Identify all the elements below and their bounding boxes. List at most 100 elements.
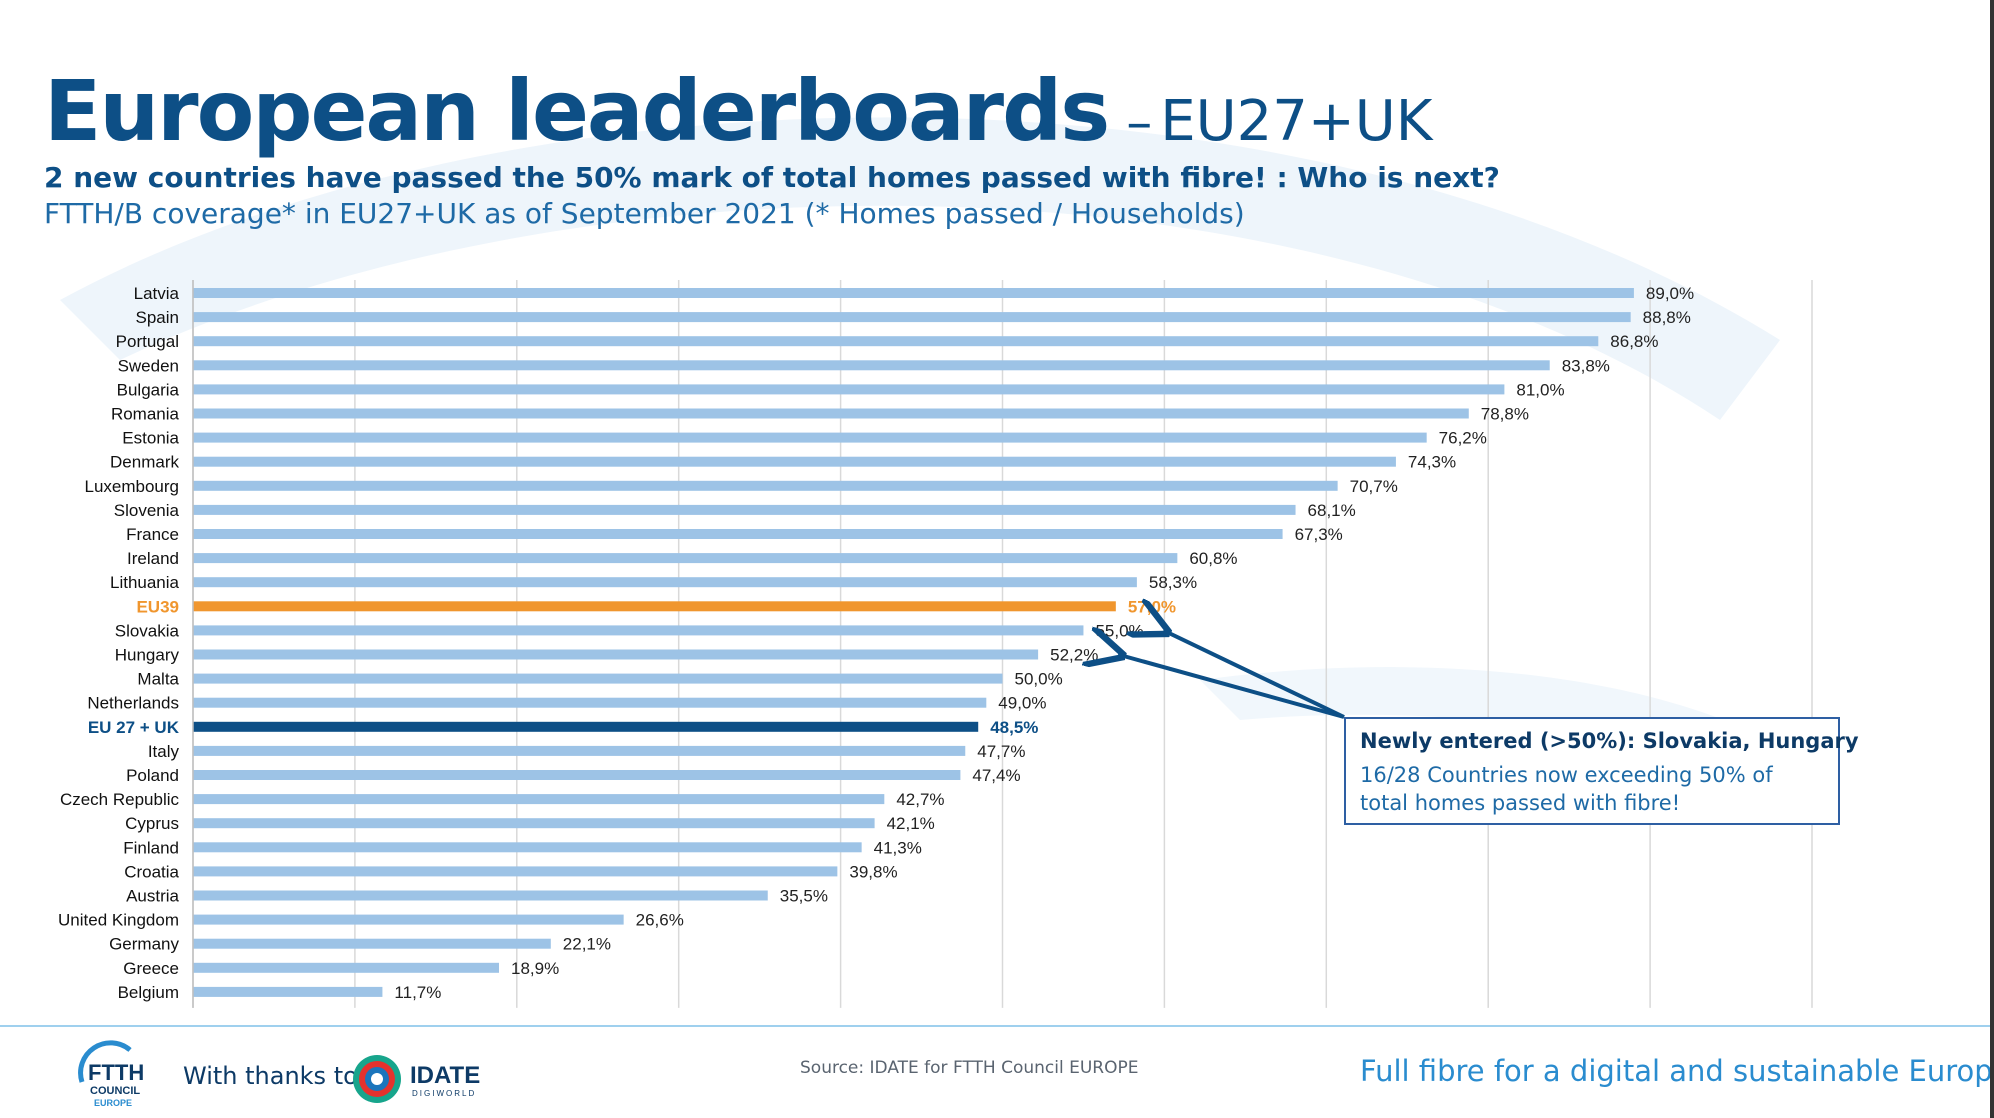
callout-box: Newly entered (>50%): Slovakia, Hungary … xyxy=(1344,717,1859,825)
category-label-eu-27-uk: EU 27 + UK xyxy=(88,718,180,737)
bar-luxembourg xyxy=(193,480,1338,491)
category-label-slovenia: Slovenia xyxy=(114,501,180,520)
headline: 2 new countries have passed the 50% mark… xyxy=(44,161,1500,194)
value-label-ireland: 60,8% xyxy=(1189,549,1237,568)
category-label-finland: Finland xyxy=(123,838,179,857)
page-title: European leaderboards – EU27+UK xyxy=(44,62,1432,160)
bar-germany xyxy=(193,938,551,949)
bar-bulgaria xyxy=(193,384,1505,395)
value-label-lithuania: 58,3% xyxy=(1149,573,1197,592)
value-label-romania: 78,8% xyxy=(1481,405,1529,424)
value-label-spain: 88,8% xyxy=(1643,308,1691,327)
category-label-czech-republic: Czech Republic xyxy=(60,790,180,809)
category-label-malta: Malta xyxy=(137,670,179,689)
bar-croatia xyxy=(193,866,838,877)
value-label-greece: 18,9% xyxy=(511,959,559,978)
category-label-hungary: Hungary xyxy=(115,646,180,665)
callout-body: 16/28 Countries now exceeding 50% of tot… xyxy=(1360,763,1773,815)
value-label-france: 67,3% xyxy=(1295,525,1343,544)
value-label-finland: 41,3% xyxy=(874,838,922,857)
bar-denmark xyxy=(193,456,1396,467)
bar-finland xyxy=(193,842,862,853)
category-label-latvia: Latvia xyxy=(134,284,180,303)
bar-hungary xyxy=(193,649,1039,660)
value-label-germany: 22,1% xyxy=(563,935,611,954)
bar-sweden xyxy=(193,360,1550,371)
value-label-poland: 47,4% xyxy=(972,766,1020,785)
value-label-austria: 35,5% xyxy=(780,887,828,906)
category-label-poland: Poland xyxy=(126,766,179,785)
value-label-estonia: 76,2% xyxy=(1439,429,1487,448)
category-label-austria: Austria xyxy=(126,887,179,906)
tagline: Full fibre for a digital and sustainable… xyxy=(1360,1054,1994,1088)
category-label-united-kingdom: United Kingdom xyxy=(58,911,179,930)
category-label-luxembourg: Luxembourg xyxy=(84,477,179,496)
category-label-netherlands: Netherlands xyxy=(87,694,179,713)
value-label-belgium: 11,7% xyxy=(394,983,441,1002)
callout-arrow xyxy=(1163,630,1345,719)
bar-ireland xyxy=(193,553,1178,564)
bar-czech-republic xyxy=(193,794,885,805)
value-label-eu-27-uk: 48,5% xyxy=(990,718,1038,737)
bar-slovenia xyxy=(193,504,1296,515)
bar-poland xyxy=(193,770,961,780)
value-label-slovenia: 68,1% xyxy=(1308,501,1356,520)
category-label-germany: Germany xyxy=(109,935,179,954)
window-edge xyxy=(1990,0,1994,1118)
thanks-text: With thanks to xyxy=(183,1062,358,1090)
bar-italy xyxy=(193,745,966,756)
bar-eu39 xyxy=(193,601,1116,612)
category-label-cyprus: Cyprus xyxy=(125,814,179,833)
bar-united-kingdom xyxy=(193,914,624,925)
idate-logo: IDATE DIGIWORLD xyxy=(353,1055,480,1103)
bar-spain xyxy=(193,312,1631,323)
category-label-italy: Italy xyxy=(148,742,180,761)
footer-divider xyxy=(0,1025,1994,1027)
callout-title: Newly entered (>50%): Slovakia, Hungary xyxy=(1360,729,1859,753)
category-label-croatia: Croatia xyxy=(124,862,179,881)
callout-arrow xyxy=(1118,655,1345,719)
category-label-denmark: Denmark xyxy=(110,453,179,472)
value-label-slovakia: 55,0% xyxy=(1095,621,1143,640)
value-label-united-kingdom: 26,6% xyxy=(636,911,684,930)
category-label-lithuania: Lithuania xyxy=(110,573,180,592)
value-label-sweden: 83,8% xyxy=(1562,356,1610,375)
bar-malta xyxy=(193,673,1003,684)
value-label-czech-republic: 42,7% xyxy=(896,790,944,809)
idate-logo-name: IDATE xyxy=(410,1062,480,1089)
value-label-denmark: 74,3% xyxy=(1408,453,1456,472)
bar-lithuania xyxy=(193,577,1137,588)
bar-netherlands xyxy=(193,697,987,708)
bar-belgium xyxy=(193,986,383,997)
ftth-logo-text: FTTH xyxy=(88,1060,144,1085)
value-label-cyprus: 42,1% xyxy=(887,814,935,833)
category-label-ireland: Ireland xyxy=(127,549,179,568)
bar-france xyxy=(193,529,1283,539)
category-label-slovakia: Slovakia xyxy=(115,621,180,640)
category-label-greece: Greece xyxy=(123,959,179,978)
bar-cyprus xyxy=(193,818,875,829)
value-label-eu39: 57,0% xyxy=(1128,597,1176,616)
value-label-luxembourg: 70,7% xyxy=(1350,477,1398,496)
value-label-bulgaria: 81,0% xyxy=(1516,380,1564,399)
category-label-estonia: Estonia xyxy=(122,429,179,448)
source-text: Source: IDATE for FTTH Council EUROPE xyxy=(800,1058,1139,1078)
category-label-bulgaria: Bulgaria xyxy=(117,380,180,399)
category-label-spain: Spain xyxy=(136,308,179,327)
title-separator: – xyxy=(1126,93,1153,153)
bar-latvia xyxy=(193,288,1634,298)
bar-greece xyxy=(193,962,499,973)
value-label-netherlands: 49,0% xyxy=(998,694,1046,713)
value-label-italy: 47,7% xyxy=(977,742,1025,761)
bar-austria xyxy=(193,890,768,901)
ftth-logo-arc xyxy=(78,1040,132,1083)
idate-logo-center xyxy=(371,1073,383,1085)
category-label-sweden: Sweden xyxy=(118,356,179,375)
bar-estonia xyxy=(193,432,1427,443)
category-label-portugal: Portugal xyxy=(116,332,179,351)
ftth-logo-council: COUNCIL xyxy=(90,1085,140,1097)
title-sub: EU27+UK xyxy=(1160,89,1433,154)
subheadline: FTTH/B coverage* in EU27+UK as of Septem… xyxy=(44,197,1245,230)
bar-portugal xyxy=(193,336,1599,347)
